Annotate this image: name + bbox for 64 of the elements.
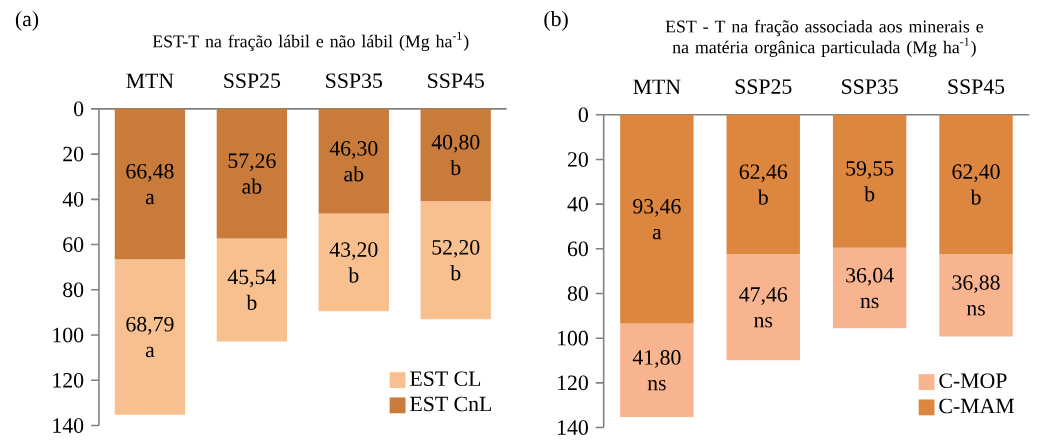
chart-title: EST - T na fração associada aos minerais e na matéria orgânica particulada (Mg ha$^{-1}$) (665, 19, 984, 57)
y-tick-label: 0 (74, 101, 84, 117)
data-label: 36,04 ns (846, 267, 894, 309)
bar (620, 323, 694, 417)
x-tick-label: SSP25 (224, 73, 281, 88)
data-label: 43,20 b (329, 242, 378, 283)
bar (832, 247, 907, 329)
x-tick-label: SSP35 (842, 79, 898, 94)
y-tick-label: 120 (558, 375, 588, 391)
y-tick-label: 100 (53, 327, 84, 343)
legend-label: C-MOP (939, 373, 1007, 388)
bar (216, 108, 288, 239)
chart-title: EST-T na fração lábil e não lábil (Mg ha$^{-1}$) (152, 31, 469, 51)
bar (420, 108, 491, 201)
bar (114, 108, 186, 260)
x-tick-label: SSP45 (428, 73, 484, 88)
data-label: 41,80 ns (632, 349, 681, 391)
data-label: 45,54 b (227, 269, 277, 310)
data-label: 62,46 b (739, 164, 788, 205)
data-label: 40,80 b (431, 134, 480, 176)
data-label: 47,46 ns (739, 286, 788, 328)
y-tick-label: 60 (63, 237, 84, 252)
data-label: 68,79 a (126, 316, 174, 358)
y-tick-label: 120 (53, 372, 84, 388)
y-tick-label: 100 (558, 330, 588, 346)
x-tick-label: MTN (633, 79, 681, 94)
y-tick-label: 40 (62, 191, 84, 207)
y-tick-label: 60 (567, 241, 588, 256)
data-label: 66,48 a (126, 163, 174, 205)
data-label: 46,30 ab (329, 140, 378, 182)
legend-label: EST CnL (410, 396, 491, 412)
data-label: 93,46 a (633, 198, 681, 240)
legend-label: EST CL (410, 371, 481, 386)
bar (216, 238, 288, 342)
y-tick-label: 40 (567, 196, 588, 212)
data-label: 57,26 ab (228, 153, 276, 194)
bar (832, 114, 907, 248)
text: (b) (544, 10, 568, 31)
data-label: 59,55 b (846, 160, 894, 202)
x-tick-label: MTN (126, 73, 174, 88)
x-tick-label: SSP35 (326, 73, 382, 88)
bar (939, 254, 1013, 337)
x-tick-label: SSP25 (735, 79, 792, 94)
bar (726, 114, 800, 255)
bar (114, 259, 186, 415)
y-tick-label: 80 (567, 285, 588, 301)
data-label: 36,88 ns (952, 274, 1000, 316)
bar (939, 114, 1013, 254)
y-tick-label: 20 (63, 146, 84, 162)
legend-label: C-MAM (939, 398, 1015, 414)
y-tick-label: 0 (578, 107, 588, 122)
bar (318, 213, 389, 312)
bar (726, 254, 800, 361)
data-label: 62,40 b (952, 164, 1000, 205)
data-label: 52,20 b (432, 239, 480, 281)
bar (420, 200, 491, 320)
y-tick-label: 140 (558, 420, 588, 435)
y-tick-label: 80 (63, 282, 84, 297)
bar (318, 108, 389, 214)
y-tick-label: 20 (567, 151, 588, 167)
y-tick-label: 140 (53, 418, 84, 433)
x-tick-label: SSP45 (948, 79, 1005, 94)
bar (620, 114, 694, 324)
text: (a) (15, 10, 39, 31)
